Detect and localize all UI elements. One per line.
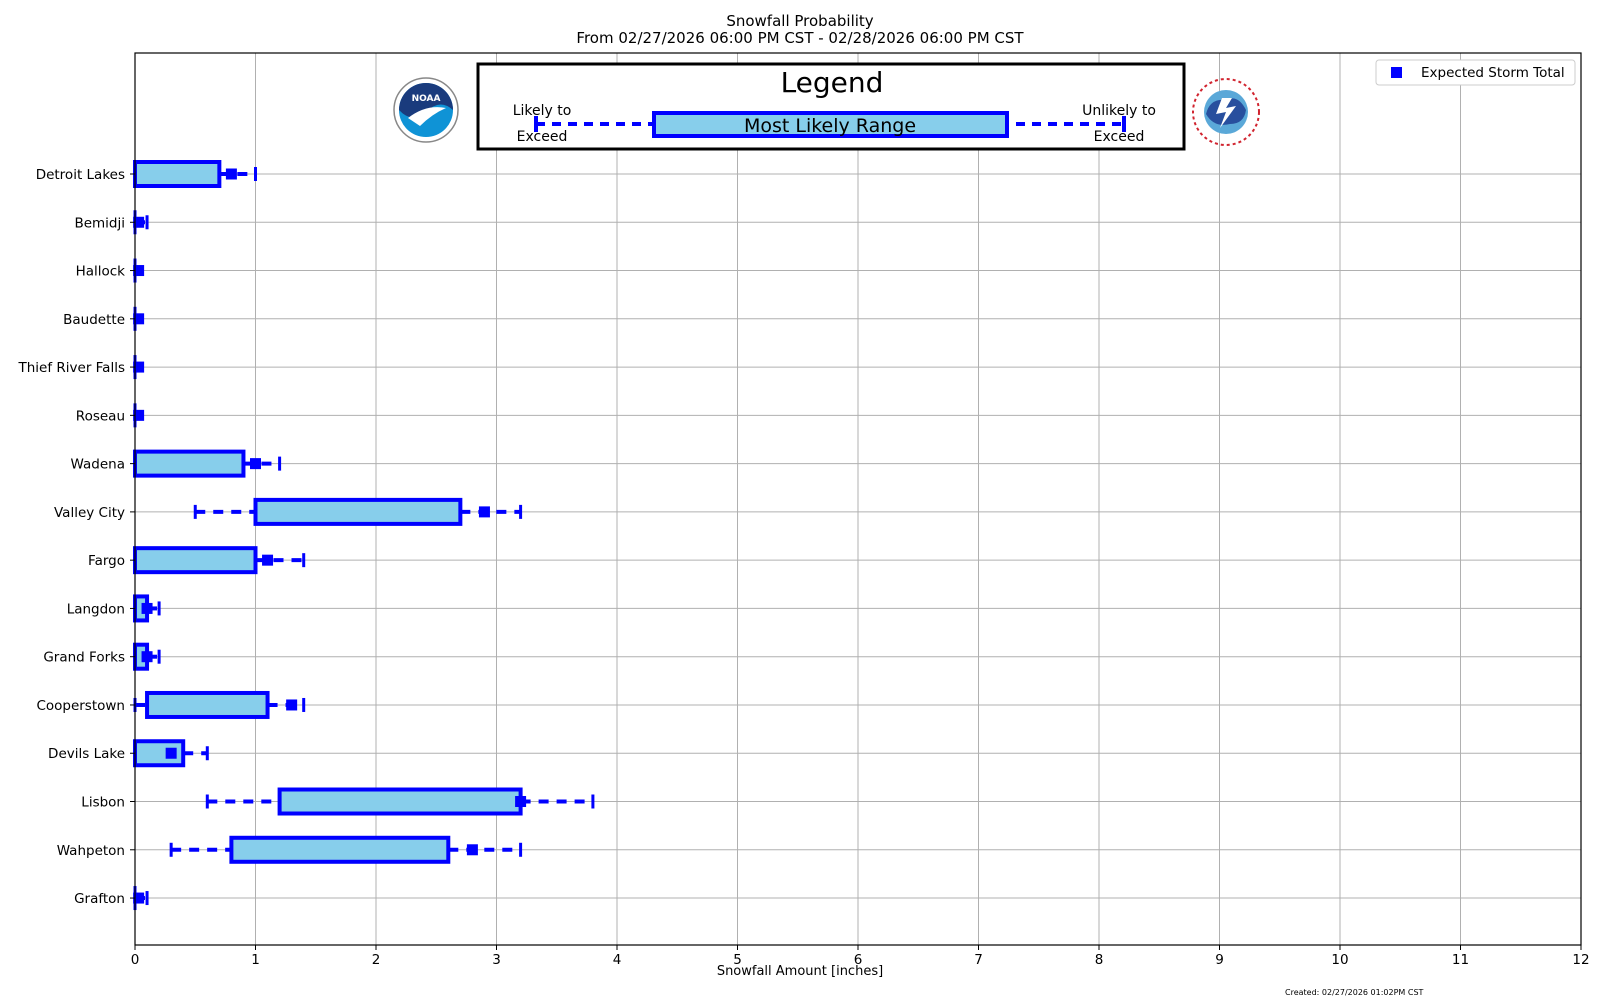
box-legend-frame xyxy=(476,62,1186,151)
y-tick-label: Thief River Falls xyxy=(17,360,125,376)
x-tick-label: 3 xyxy=(492,952,501,968)
range-box xyxy=(145,690,270,719)
range-box xyxy=(253,497,463,526)
expected-marker xyxy=(225,168,237,180)
expected-marker xyxy=(262,554,274,566)
expected-marker xyxy=(478,506,490,518)
box-legend-title: Legend xyxy=(781,66,884,99)
expected-marker xyxy=(133,265,145,277)
x-tick-label: 8 xyxy=(1095,952,1104,968)
series-legend: Expected Storm Total xyxy=(1375,59,1576,86)
x-tick-label: 7 xyxy=(974,952,983,968)
box-legend-right-label-1: Unlikely to xyxy=(1082,103,1156,119)
x-tick-label: 1 xyxy=(251,952,260,968)
y-tick-label: Grand Forks xyxy=(43,650,125,666)
y-tick-label: Wahpeton xyxy=(57,843,125,859)
box-legend-center-label: Most Likely Range xyxy=(744,115,916,137)
x-tick-label: 9 xyxy=(1215,952,1224,968)
range-box xyxy=(277,787,523,816)
expected-marker xyxy=(133,361,145,373)
series-legend-marker xyxy=(1391,67,1402,78)
expected-marker xyxy=(133,313,145,325)
expected-marker xyxy=(515,796,527,808)
series-legend-label: Expected Storm Total xyxy=(1421,65,1565,81)
box-legend-left-label-2: Exceed xyxy=(517,129,568,145)
plot-frame xyxy=(134,52,1582,946)
range-box xyxy=(133,449,246,478)
nws-logo xyxy=(1192,78,1260,146)
box-legend-left-label-1: Likely to xyxy=(513,103,572,119)
expected-marker xyxy=(133,892,145,904)
box-legend-panel: Legend Most Likely Range Likely to Excee… xyxy=(476,62,1186,151)
series-legend-frame xyxy=(1375,59,1576,86)
x-tick-label: 10 xyxy=(1331,952,1348,968)
x-tick-label: 5 xyxy=(733,952,742,968)
expected-marker xyxy=(133,409,145,421)
box-legend-right-label-2: Exceed xyxy=(1094,129,1145,145)
x-tick-label: 6 xyxy=(854,952,863,968)
y-tick-label: Fargo xyxy=(88,553,125,569)
noaa-logo-text: NOAA xyxy=(412,94,441,104)
expected-marker xyxy=(141,651,153,663)
y-tick-label: Langdon xyxy=(67,601,125,617)
x-tick-label: 0 xyxy=(131,952,140,968)
range-box xyxy=(133,546,258,575)
x-tick-label: 11 xyxy=(1452,952,1469,968)
y-tick-label: Roseau xyxy=(76,408,125,424)
y-tick-label: Bemidji xyxy=(74,215,125,231)
noaa-logo: NOAA xyxy=(393,77,459,143)
created-timestamp: Created: 02/27/2026 01:02PM CST xyxy=(1285,988,1424,997)
y-tick-label: Baudette xyxy=(63,312,125,328)
y-tick-label: Lisbon xyxy=(81,795,125,811)
y-tick-label: Wadena xyxy=(71,457,125,473)
chart-title: Snowfall Probability xyxy=(726,12,874,30)
boxes-layer xyxy=(133,160,595,911)
y-tick-label: Cooperstown xyxy=(36,698,125,714)
box-legend-box xyxy=(652,111,1009,138)
range-box xyxy=(133,160,222,188)
x-tick-label: 12 xyxy=(1572,952,1589,968)
x-axis-label: Snowfall Amount [inches] xyxy=(716,964,884,979)
y-tick-label: Hallock xyxy=(76,264,126,280)
range-box xyxy=(229,835,451,864)
y-tick-label: Valley City xyxy=(54,505,125,521)
expected-marker xyxy=(466,844,478,856)
x-tick-label: 2 xyxy=(372,952,381,968)
expected-marker xyxy=(141,602,153,614)
y-tick-label: Detroit Lakes xyxy=(36,167,125,183)
expected-marker xyxy=(133,216,145,228)
expected-marker xyxy=(165,747,177,759)
chart-subtitle: From 02/27/2026 06:00 PM CST - 02/28/202… xyxy=(576,29,1024,47)
expected-marker xyxy=(286,699,298,711)
y-tick-label: Devils Lake xyxy=(48,746,125,762)
expected-marker xyxy=(250,458,261,470)
y-tick-label: Grafton xyxy=(74,891,125,907)
x-tick-label: 4 xyxy=(613,952,622,968)
